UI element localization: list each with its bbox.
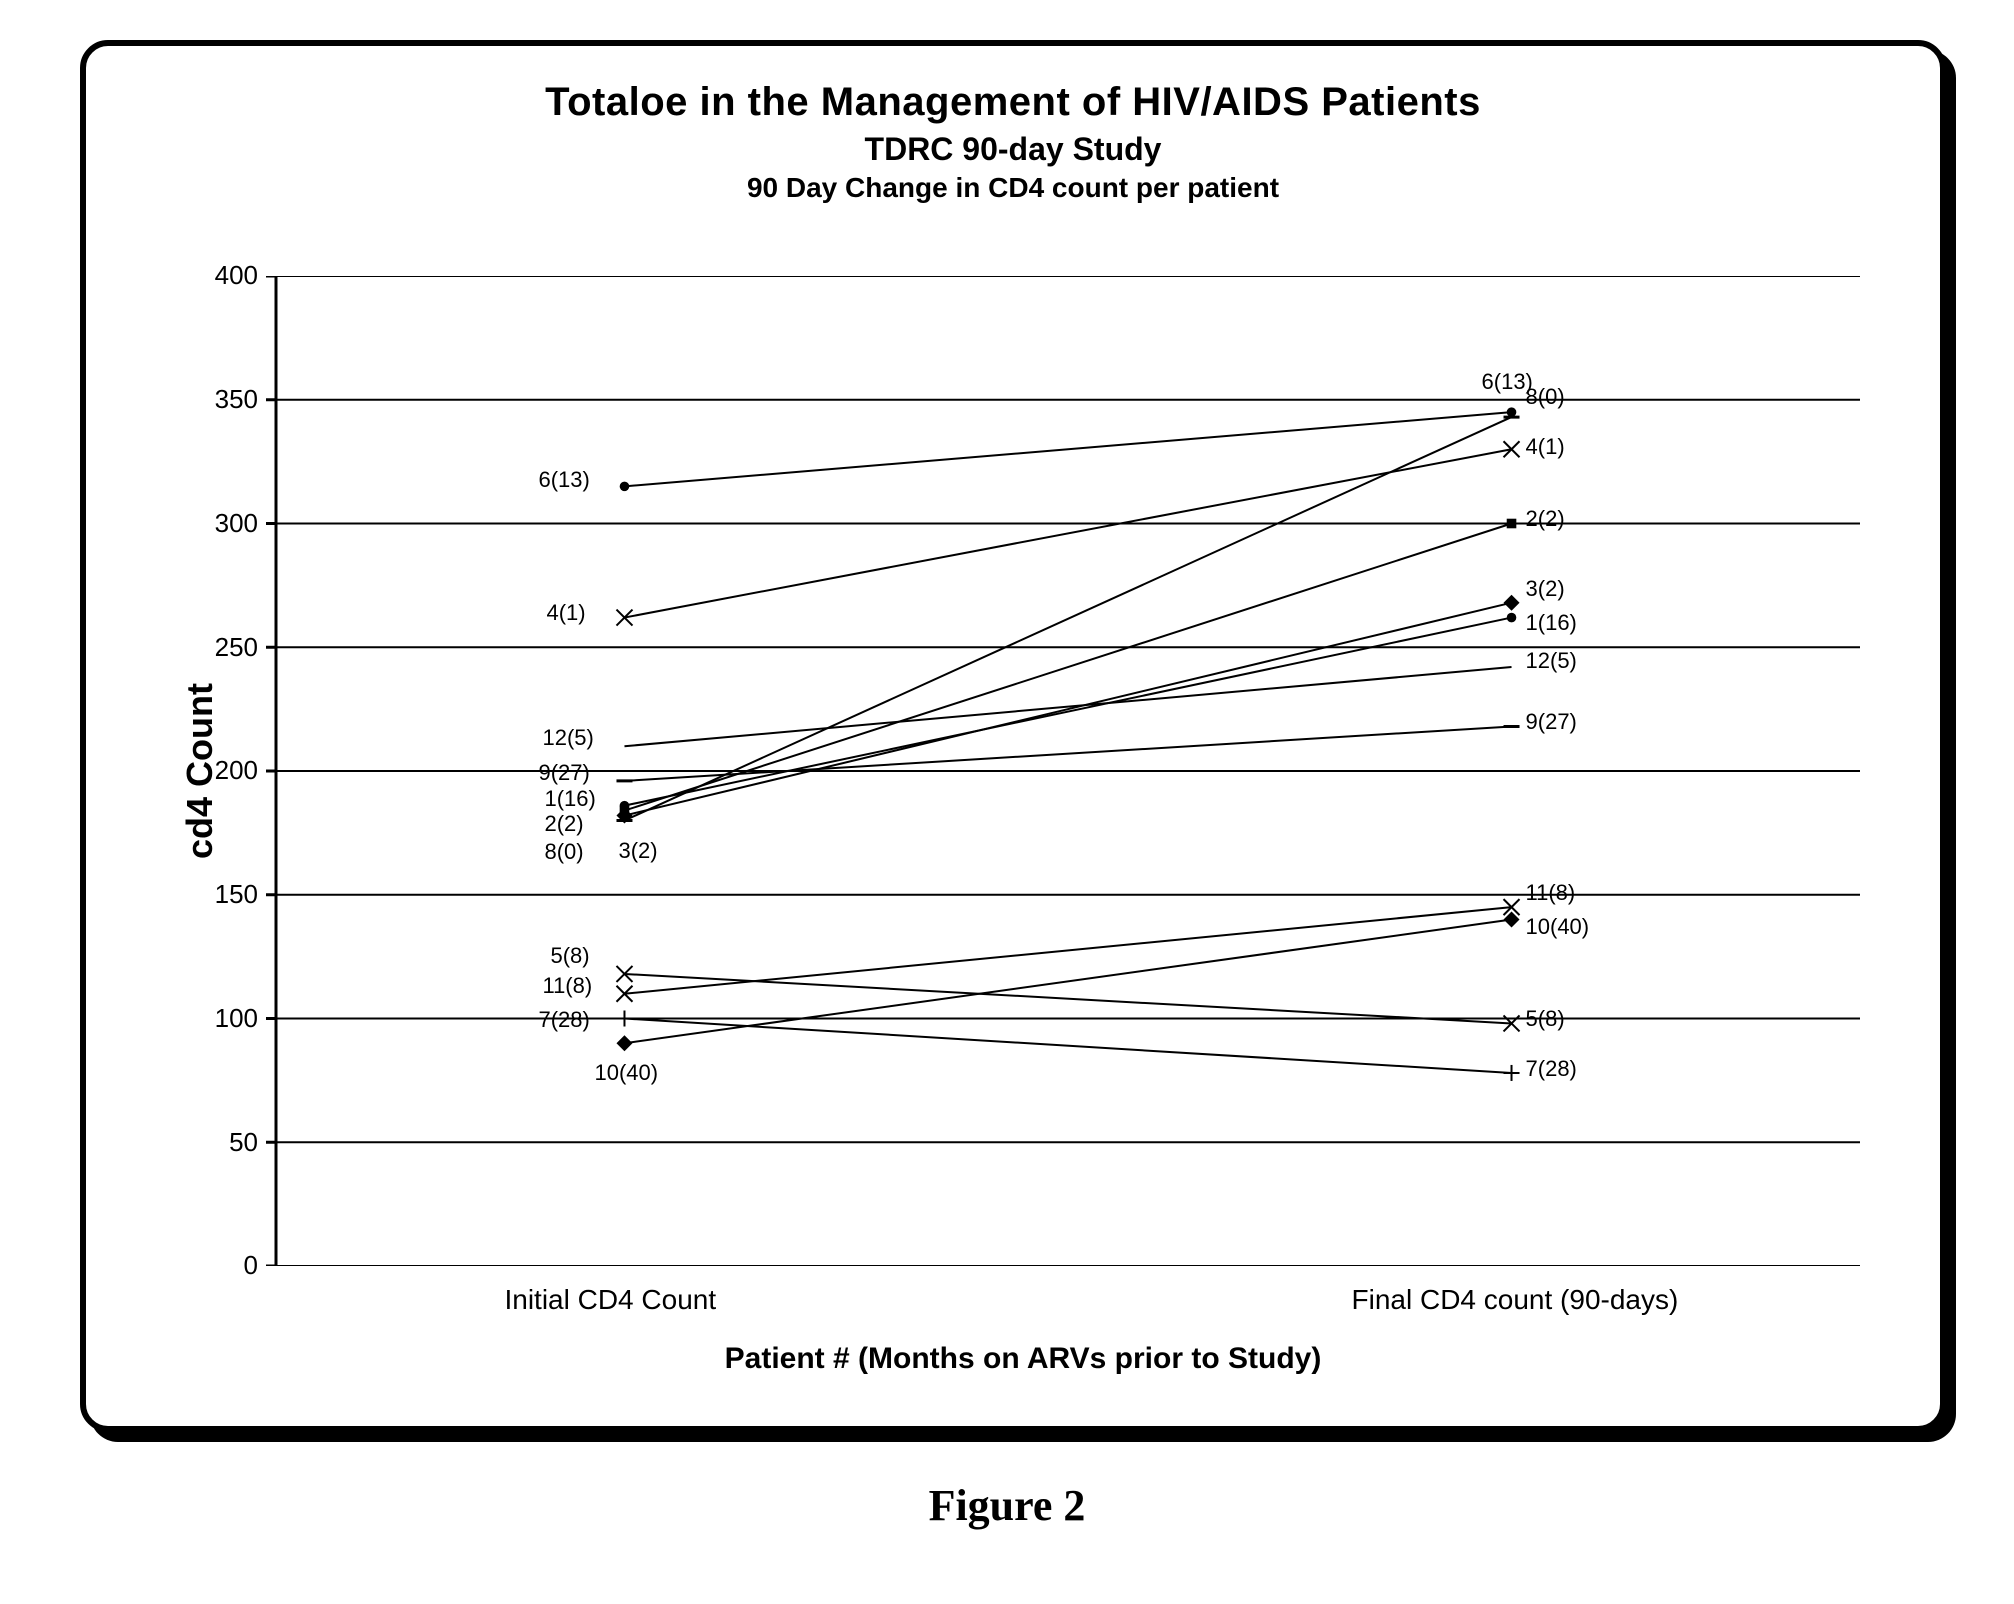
- y-tick-label: 400: [156, 260, 258, 291]
- data-marker: [620, 482, 630, 492]
- series-label-left: 5(8): [550, 943, 589, 969]
- y-tick-label: 100: [156, 1003, 258, 1034]
- y-tick-label: 250: [156, 632, 258, 663]
- y-tick-label: 150: [156, 879, 258, 910]
- series-label-left: 2(2): [544, 811, 583, 837]
- series-label-right: 4(1): [1526, 434, 1565, 460]
- figure-caption: Figure 2: [0, 1480, 2014, 1531]
- chart-frame: Totaloe in the Management of HIV/AIDS Pa…: [80, 40, 1946, 1432]
- series-line: [624, 618, 1511, 806]
- series-label-left: 1(16): [544, 786, 595, 812]
- x-category-final: Final CD4 count (90-days): [1352, 1284, 1679, 1316]
- series-label-left: 11(8): [542, 973, 592, 999]
- y-tick-label: 50: [156, 1127, 258, 1158]
- data-marker: [1504, 595, 1520, 611]
- x-axis-label: Patient # (Months on ARVs prior to Study…: [156, 1342, 1890, 1376]
- series-label-right: 8(0): [1526, 384, 1565, 410]
- y-tick-label: 300: [156, 508, 258, 539]
- series-label-right: 1(16): [1526, 610, 1577, 636]
- y-tick-label: 0: [156, 1250, 258, 1281]
- series-label-right: 7(28): [1526, 1056, 1577, 1082]
- page: Totaloe in the Management of HIV/AIDS Pa…: [0, 0, 2014, 1604]
- chart-titles: Totaloe in the Management of HIV/AIDS Pa…: [86, 80, 1940, 204]
- series-label-left: 4(1): [546, 600, 585, 626]
- series-label-right: 9(27): [1526, 709, 1577, 735]
- chart-title: Totaloe in the Management of HIV/AIDS Pa…: [86, 80, 1940, 125]
- series-label-left: 7(28): [538, 1007, 589, 1033]
- series-line: [624, 1019, 1511, 1073]
- series-label-right: 12(5): [1526, 648, 1577, 674]
- data-marker: [1507, 407, 1517, 417]
- data-marker: [1507, 519, 1517, 529]
- series-label-left: 10(40): [594, 1060, 658, 1086]
- series-line: [624, 603, 1511, 816]
- series-line: [624, 417, 1511, 820]
- series-label-right: 5(8): [1526, 1006, 1565, 1032]
- series-label-right: 3(2): [1526, 576, 1565, 602]
- series-label-left: 3(2): [618, 838, 657, 864]
- x-category-initial: Initial CD4 Count: [504, 1284, 716, 1316]
- series-line: [624, 524, 1511, 811]
- series-label-left: 6(13): [538, 467, 589, 493]
- data-marker: [616, 1035, 632, 1051]
- series-label-left: 8(0): [544, 839, 583, 865]
- chart-subtitle2: 90 Day Change in CD4 count per patient: [86, 172, 1940, 204]
- y-tick-label: 350: [156, 384, 258, 415]
- y-tick-label: 200: [156, 755, 258, 786]
- series-label-left: 12(5): [542, 725, 593, 751]
- series-label-right: 10(40): [1526, 914, 1590, 940]
- series-label-left: 9(27): [538, 760, 589, 786]
- chart-svg: [156, 276, 1890, 1266]
- series-label-right: 2(2): [1526, 506, 1565, 532]
- data-marker: [1507, 613, 1517, 623]
- plot-area: cd4 Count Patient # (Months on ARVs prio…: [156, 276, 1890, 1266]
- series-label-right: 11(8): [1526, 880, 1576, 906]
- chart-subtitle: TDRC 90-day Study: [86, 131, 1940, 168]
